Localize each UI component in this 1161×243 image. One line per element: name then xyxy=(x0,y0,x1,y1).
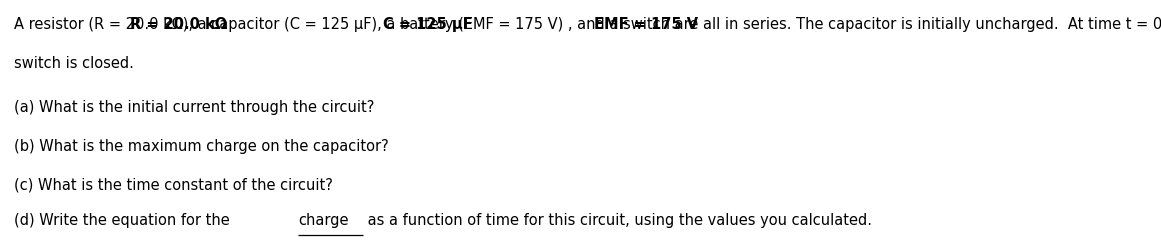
Text: (b) What is the maximum charge on the capacitor?: (b) What is the maximum charge on the ca… xyxy=(14,139,389,154)
Text: EMF = 175 V: EMF = 175 V xyxy=(594,17,699,32)
Text: (c) What is the time constant of the circuit?: (c) What is the time constant of the cir… xyxy=(14,177,333,192)
Text: charge: charge xyxy=(298,213,348,228)
Text: R = 20.0 kΩ: R = 20.0 kΩ xyxy=(130,17,228,32)
Text: (a) What is the initial current through the circuit?: (a) What is the initial current through … xyxy=(14,100,374,115)
Text: switch is closed.: switch is closed. xyxy=(14,56,134,71)
Text: A resistor (R = 20.0 kΩ), a capacitor (C = 125 μF), a battery (EMF = 175 V) , an: A resistor (R = 20.0 kΩ), a capacitor (C… xyxy=(14,17,1161,32)
Text: as a function of time for this circuit, using the values you calculated.: as a function of time for this circuit, … xyxy=(363,213,872,228)
Text: C = 125 μF: C = 125 μF xyxy=(383,17,473,32)
Text: (d) Write the equation for the: (d) Write the equation for the xyxy=(14,213,235,228)
